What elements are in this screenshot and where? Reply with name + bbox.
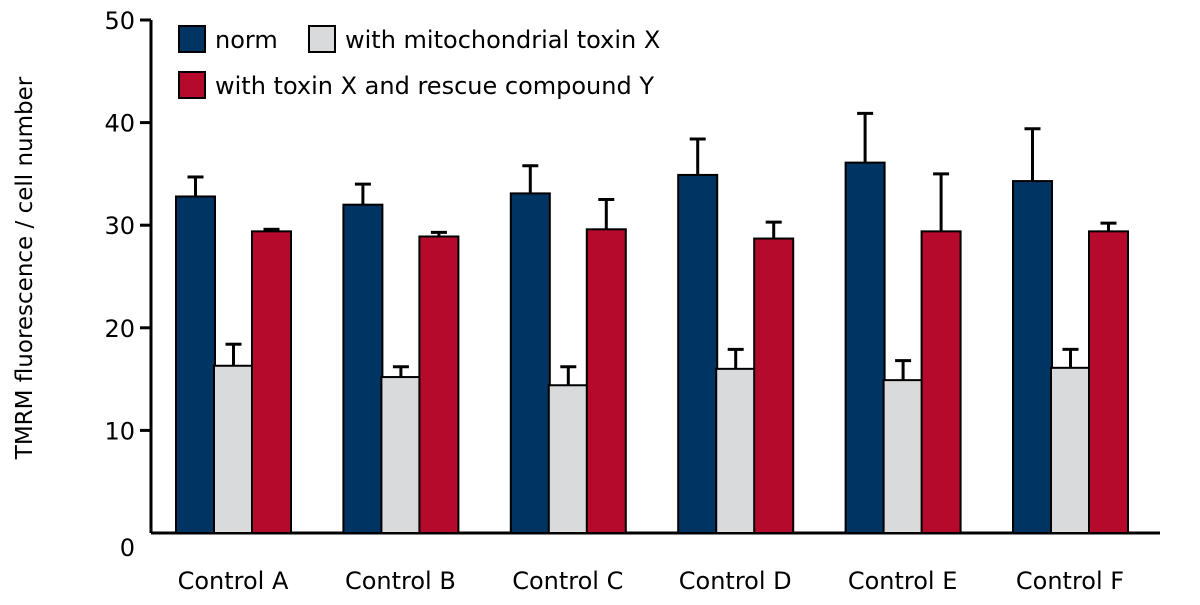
y-ticks: 0 10 20 30 40 50: [104, 7, 151, 562]
legend-swatch: [178, 25, 206, 53]
bar: [342, 203, 384, 534]
category-label: Control D: [679, 567, 792, 595]
category-label: Control E: [848, 567, 958, 595]
category-labels: Control A Control B Control C Control D Cont…: [178, 567, 1125, 595]
y-tick-label: 40: [104, 110, 135, 138]
bar: [920, 230, 962, 535]
bar: [844, 161, 886, 534]
y-tick-label: 50: [104, 7, 135, 35]
category-label: Control C: [512, 567, 623, 595]
bar: [251, 230, 292, 535]
bar: [509, 192, 551, 534]
bar: [677, 173, 719, 534]
bar: [1050, 366, 1091, 534]
y-tick-label: 10: [104, 417, 135, 445]
legend-label: norm: [215, 26, 278, 54]
y-tick-label: 20: [104, 315, 135, 343]
bar: [380, 376, 422, 534]
y-axis-title: TMRM fluorescence / cell number: [12, 76, 38, 460]
axes: [149, 20, 1160, 535]
bar: [213, 364, 254, 534]
bar: [175, 195, 216, 535]
legend-swatch: [308, 25, 336, 53]
bar: [882, 379, 924, 534]
legend-label: with toxin X and rescue compound Y: [215, 72, 654, 100]
legend-swatch: [178, 71, 206, 99]
error-bars: [187, 111, 1117, 386]
bar: [585, 228, 627, 535]
bar: [418, 235, 460, 534]
bar: [715, 367, 757, 534]
bar: [753, 237, 795, 534]
legend: norm with mitochondrial toxin X with toxin…: [178, 25, 660, 100]
y-tick-label: 30: [104, 212, 135, 240]
bar: [1088, 230, 1129, 535]
category-label: Control A: [178, 567, 289, 595]
category-label: Control F: [1016, 567, 1124, 595]
category-label: Control B: [345, 567, 456, 595]
bar: [1012, 180, 1053, 534]
y-tick-label: 0: [120, 534, 135, 562]
bars: [175, 161, 1129, 535]
bar: [547, 384, 589, 535]
legend-label: with mitochondrial toxin X: [345, 26, 660, 54]
